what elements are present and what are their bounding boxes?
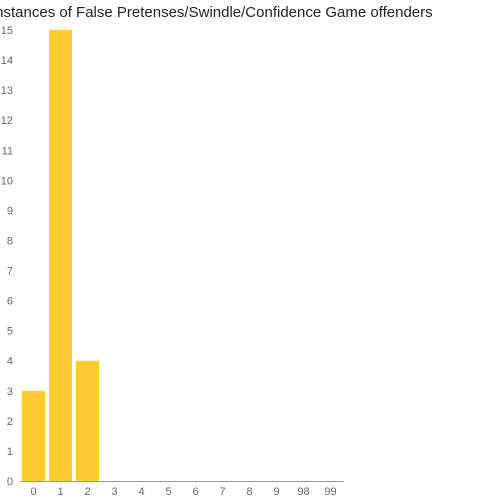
y-tick-label: 4 bbox=[7, 356, 13, 368]
bars bbox=[22, 30, 99, 481]
x-tick-label: 3 bbox=[111, 486, 117, 498]
y-tick-label: 13 bbox=[1, 85, 13, 97]
x-axis: 0 1 2 3 4 5 6 7 8 9 98 99 bbox=[30, 486, 336, 498]
y-tick-label: 2 bbox=[7, 416, 13, 428]
y-tick-label: 0 bbox=[7, 476, 13, 488]
y-tick-label: 5 bbox=[7, 326, 13, 338]
x-tick-label: 98 bbox=[297, 486, 309, 498]
y-tick-label: 12 bbox=[1, 115, 13, 127]
bar bbox=[49, 30, 72, 481]
y-tick-label: 14 bbox=[1, 55, 13, 67]
y-tick-label: 8 bbox=[7, 235, 13, 247]
bar bbox=[22, 390, 45, 481]
x-tick-label: 5 bbox=[165, 486, 171, 498]
y-tick-label: 6 bbox=[7, 296, 13, 308]
y-tick-label: 11 bbox=[2, 145, 13, 157]
y-tick-label: 1 bbox=[7, 446, 13, 458]
y-tick-label: 10 bbox=[1, 175, 13, 187]
x-tick-label: 9 bbox=[273, 486, 279, 498]
x-tick-label: 4 bbox=[138, 486, 144, 498]
x-tick-label: 99 bbox=[324, 486, 336, 498]
x-tick-label: 8 bbox=[246, 486, 252, 498]
chart-title-wrap: Instances of False Pretenses/Swindle/Con… bbox=[0, 4, 500, 24]
x-tick-label: 7 bbox=[219, 486, 225, 498]
y-tick-label: 9 bbox=[7, 205, 13, 217]
bar bbox=[76, 360, 99, 481]
x-tick-label: 1 bbox=[57, 486, 63, 498]
x-tick-label: 2 bbox=[84, 486, 90, 498]
y-tick-label: 3 bbox=[7, 386, 13, 398]
x-tick-label: 0 bbox=[30, 486, 36, 498]
chart-title: Instances of False Pretenses/Swindle/Con… bbox=[0, 4, 433, 21]
y-tick-label: 15 bbox=[1, 25, 13, 37]
y-tick-label: 7 bbox=[7, 266, 13, 278]
x-tick-label: 6 bbox=[192, 486, 198, 498]
